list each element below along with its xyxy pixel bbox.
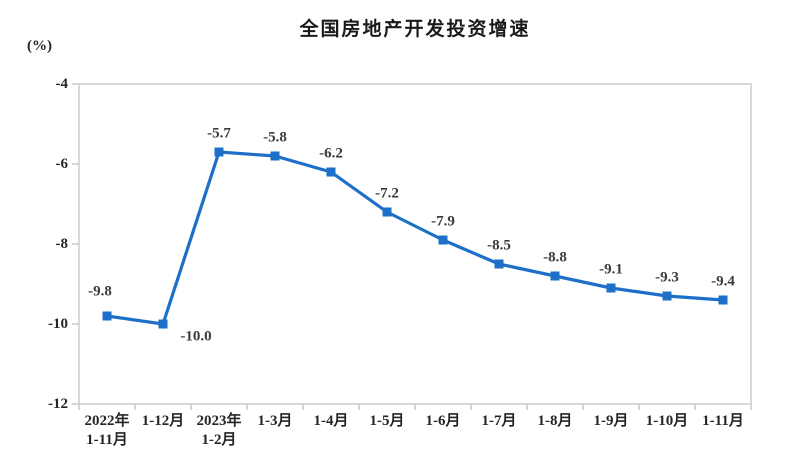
data-point-marker	[606, 283, 616, 293]
x-axis-label: 1-7月	[481, 413, 517, 429]
x-axis-label: 1-5月	[369, 413, 405, 429]
data-point-marker	[718, 295, 728, 305]
data-point-marker	[270, 151, 280, 161]
data-point-marker	[214, 147, 224, 157]
data-label: -6.2	[319, 145, 343, 162]
data-label: -10.0	[180, 328, 212, 345]
data-label: -7.2	[375, 185, 399, 202]
data-label: -9.4	[711, 273, 735, 290]
data-label: -9.1	[599, 261, 623, 278]
x-axis-label: 1-6月	[425, 413, 461, 429]
y-axis-label: -10	[48, 316, 68, 332]
data-point-marker	[326, 167, 336, 177]
data-label: -9.8	[88, 283, 112, 300]
data-label: -5.8	[263, 129, 287, 146]
x-axis-label: 1-8月	[537, 413, 573, 429]
y-axis-unit-label: (%)	[27, 38, 52, 54]
data-point-marker	[550, 271, 560, 281]
x-axis-label: 1-10月	[645, 413, 689, 429]
data-point-marker	[382, 207, 392, 217]
data-label: -8.5	[487, 237, 511, 254]
y-axis-label: -4	[55, 76, 69, 92]
data-point-marker	[158, 319, 168, 329]
data-label: -5.7	[207, 125, 231, 142]
x-axis-label: 2022年 1-11月	[84, 413, 130, 448]
x-axis-label: 1-3月	[257, 413, 293, 429]
data-line	[105, 150, 725, 326]
y-axis-label: -8	[55, 236, 69, 252]
x-axis-label: 1-9月	[593, 413, 629, 429]
data-point-marker	[494, 259, 504, 269]
x-axis-label: 1-11月	[702, 413, 744, 429]
data-label: -7.9	[431, 213, 455, 230]
x-axis-label: 1-4月	[313, 413, 349, 429]
data-label: -8.8	[543, 249, 567, 266]
data-point-marker	[102, 311, 112, 321]
x-axis-label: 1-12月	[141, 413, 185, 429]
data-point-marker	[438, 235, 448, 245]
plot-frame	[78, 83, 752, 405]
y-axis-label: -12	[48, 396, 68, 412]
data-label: -9.3	[655, 269, 679, 286]
data-point-marker	[662, 291, 672, 301]
x-axis-label: 2023年 1-2月	[196, 413, 242, 448]
chart-title: 全国房地产开发投资增速	[299, 19, 531, 40]
y-axis-label: -6	[55, 156, 69, 172]
